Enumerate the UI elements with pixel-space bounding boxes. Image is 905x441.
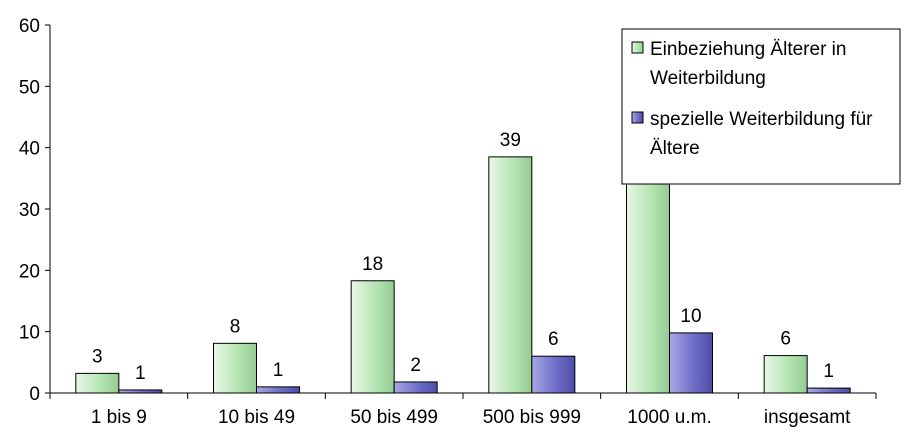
- bar-series-1: [488, 156, 533, 394]
- bar-series-2: [393, 381, 438, 394]
- legend: Einbeziehung Älterer in Weiterbildung spez…: [621, 28, 901, 185]
- axes: 0 10 20 30 40 50 60 1 bis 9 10 bis 49 50 bis 499 5…: [19, 16, 877, 428]
- data-label: 39: [500, 130, 521, 151]
- y-tick-label: 40: [19, 139, 40, 160]
- bar-series-2: [531, 355, 576, 394]
- legend-label: Einbeziehung Älterer in: [650, 39, 846, 60]
- x-tick-label: 10 bis 49: [218, 407, 295, 428]
- data-label: 3: [92, 346, 103, 367]
- bar-series-2: [806, 387, 851, 394]
- data-label: 2: [410, 355, 421, 376]
- legend-swatch-1: [631, 41, 644, 54]
- data-label: 1: [823, 361, 834, 382]
- y-tick-label: 0: [29, 384, 40, 405]
- bar-series-2: [118, 389, 163, 394]
- data-label: 1: [273, 360, 284, 381]
- data-label: 18: [362, 254, 383, 275]
- data-label: 6: [548, 329, 559, 350]
- y-tick-label: 20: [19, 261, 40, 282]
- bar-series-1: [763, 355, 808, 394]
- legend-box: [621, 28, 901, 185]
- data-label: 10: [680, 306, 701, 327]
- legend-label: Ältere: [650, 138, 700, 159]
- x-tick-label: insgesamt: [764, 407, 851, 428]
- x-tick-label: 500 bis 999: [483, 407, 581, 428]
- bar-series-1: [350, 280, 395, 394]
- data-label: 8: [230, 316, 241, 337]
- x-tick-label: 1 bis 9: [91, 407, 147, 428]
- x-tick-label: 1000 u.m.: [627, 407, 712, 428]
- data-label: 6: [780, 329, 791, 350]
- y-tick-label: 10: [19, 323, 40, 344]
- data-label: 1: [135, 363, 146, 384]
- legend-swatch-2: [631, 111, 644, 124]
- legend-label: Weiterbildung: [650, 68, 766, 89]
- bar-series-1: [213, 342, 257, 394]
- y-tick-label: 60: [19, 16, 40, 37]
- bar-series-1: [75, 372, 120, 394]
- x-tick-label: 50 bis 499: [350, 407, 438, 428]
- y-tick-label: 50: [19, 77, 40, 98]
- legend-label: spezielle Weiterbildung für: [650, 109, 873, 130]
- y-tick-label: 30: [19, 200, 40, 221]
- bar-series-2: [669, 332, 713, 394]
- bar-series-2: [256, 386, 300, 394]
